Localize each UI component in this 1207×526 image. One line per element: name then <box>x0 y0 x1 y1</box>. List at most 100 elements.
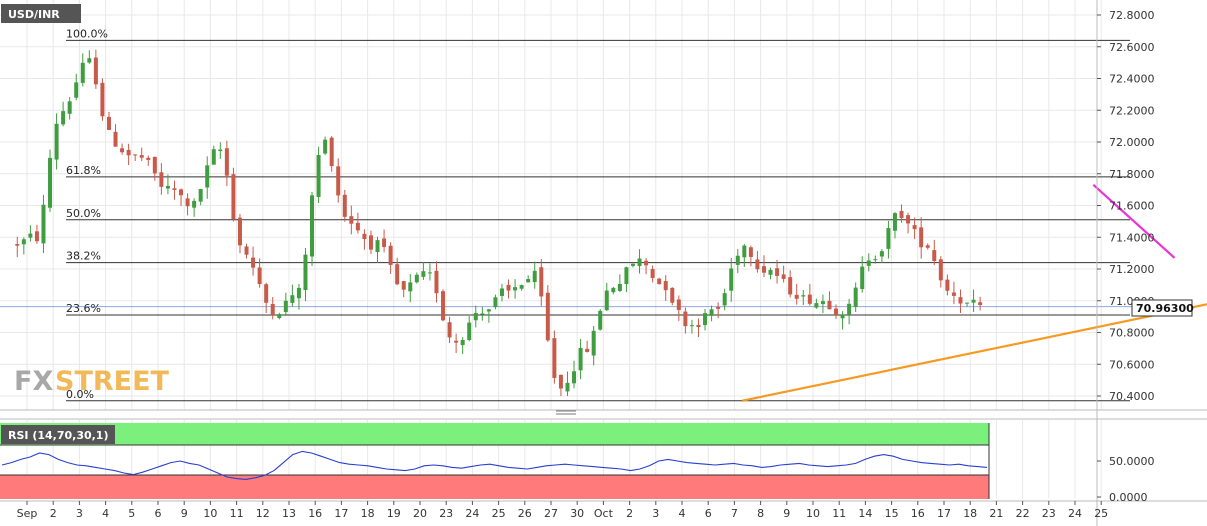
candle <box>703 309 708 331</box>
candle <box>401 280 406 298</box>
candle <box>729 257 734 302</box>
time-tick-label: 7 <box>731 507 738 520</box>
candle <box>61 101 66 127</box>
candle <box>565 371 570 397</box>
candle <box>591 326 596 366</box>
candle <box>74 73 79 101</box>
candle <box>578 338 583 380</box>
fib-level-label: 0.0% <box>66 388 94 401</box>
candle <box>506 279 511 299</box>
candle <box>794 283 799 305</box>
candle <box>630 263 635 268</box>
time-tick-label: 8 <box>757 507 764 520</box>
time-tick-label: 16 <box>911 507 925 520</box>
candle <box>519 284 524 291</box>
candle <box>473 305 478 328</box>
candle <box>368 230 373 254</box>
candle <box>467 316 472 342</box>
fib-level-label: 61.8% <box>66 164 101 177</box>
candle <box>657 277 662 285</box>
logo-fx: FX <box>14 366 53 397</box>
candle <box>41 194 46 254</box>
rsi-tick-label: 50.0000 <box>1109 455 1155 468</box>
last-price-tag-bg <box>1131 299 1193 317</box>
candle <box>644 258 649 275</box>
candle <box>218 142 223 159</box>
candle <box>768 267 773 280</box>
candle <box>814 298 819 309</box>
candle <box>761 255 766 278</box>
candle <box>755 250 760 273</box>
candle <box>617 274 622 293</box>
time-tick-label: 23 <box>1042 507 1056 520</box>
time-tick-label: 24 <box>465 507 479 520</box>
resistance-trendline <box>1092 184 1176 259</box>
candle <box>513 279 518 299</box>
candle <box>54 113 59 170</box>
candle <box>788 270 793 298</box>
candle <box>303 247 308 302</box>
time-tick-label: 6 <box>155 507 162 520</box>
candle <box>834 304 839 319</box>
candle <box>598 309 603 331</box>
price-tick-label: 71.8000 <box>1109 168 1155 181</box>
price-tick-label: 71.4000 <box>1109 231 1155 244</box>
candle <box>853 282 858 313</box>
time-tick-label: Sep <box>17 507 38 520</box>
time-tick-label: Oct <box>594 507 614 520</box>
time-tick-label: 13 <box>282 507 296 520</box>
candle <box>585 340 590 353</box>
candle <box>434 261 439 303</box>
time-tick-label: 20 <box>413 507 427 520</box>
support-trendline <box>742 303 1207 402</box>
candle <box>421 262 426 280</box>
candle <box>781 265 786 283</box>
candle <box>375 236 380 263</box>
candle <box>198 188 203 206</box>
candle <box>100 78 105 121</box>
candle <box>159 163 164 195</box>
candle <box>552 330 557 384</box>
candle <box>978 296 983 311</box>
candle <box>93 49 98 89</box>
time-tick-label: 27 <box>544 507 558 520</box>
time-tick-label: 22 <box>1016 507 1030 520</box>
time-tick-label: 17 <box>334 507 348 520</box>
candle <box>237 214 242 254</box>
candle <box>211 145 216 165</box>
candle <box>34 224 39 244</box>
rsi-oversold-zone <box>0 475 989 499</box>
candle <box>919 217 924 259</box>
price-tick-label: 70.8000 <box>1109 327 1155 340</box>
candle <box>120 143 125 155</box>
time-tick-label: 26 <box>518 507 532 520</box>
candle <box>624 266 629 293</box>
candle <box>965 302 970 308</box>
candle <box>820 294 825 314</box>
candle <box>866 253 871 272</box>
candle <box>899 204 904 223</box>
candle <box>126 143 131 166</box>
candle <box>689 319 694 334</box>
candle <box>683 307 688 334</box>
fib-level-label: 100.0% <box>66 27 108 40</box>
candle <box>558 374 563 397</box>
time-tick-label: 9 <box>783 507 790 520</box>
candle <box>106 111 111 131</box>
time-tick-label: 4 <box>102 507 109 520</box>
candle <box>676 295 681 322</box>
price-tick-label: 72.8000 <box>1109 9 1155 22</box>
candle <box>382 229 387 253</box>
time-tick-label: 18 <box>361 507 375 520</box>
candle <box>827 291 832 310</box>
candle <box>807 283 812 306</box>
rsi-tick-label: 0.0000 <box>1109 491 1148 504</box>
candle <box>80 53 85 87</box>
candlesticks <box>15 49 983 397</box>
candle <box>873 255 878 264</box>
candle <box>493 294 498 310</box>
panel-splitter[interactable] <box>556 410 576 415</box>
time-tick-label: 30 <box>570 507 584 520</box>
candle <box>775 259 780 284</box>
